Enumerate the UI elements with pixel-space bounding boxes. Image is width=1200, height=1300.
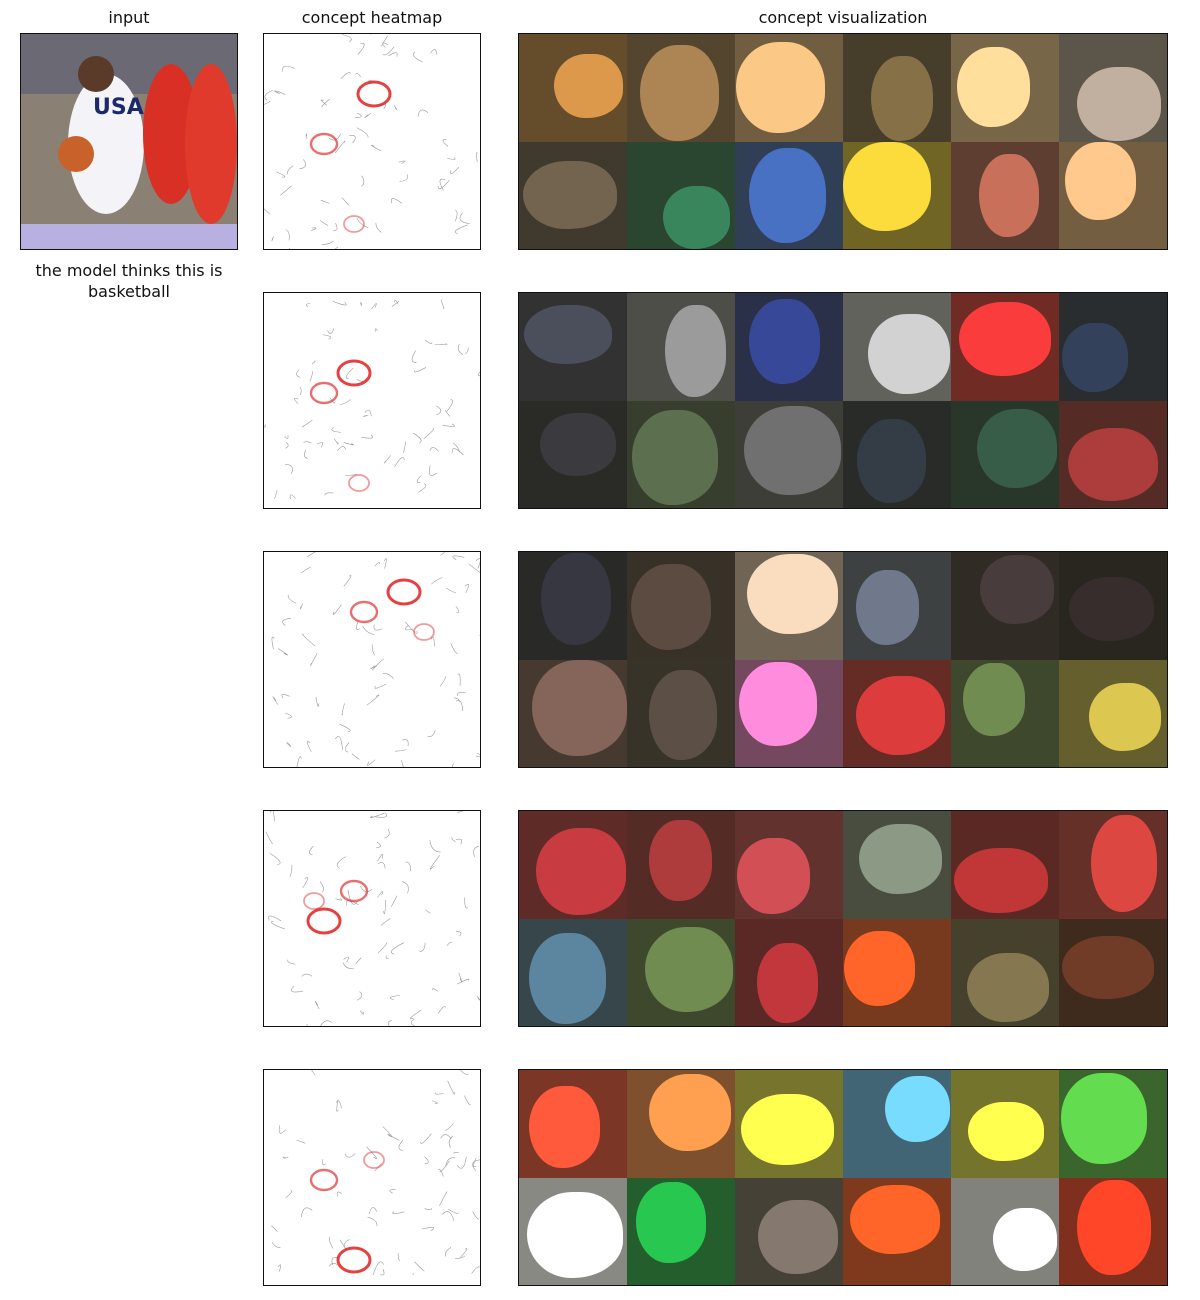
jersey-text: USA — [93, 95, 144, 120]
concept-example-tile — [519, 659, 627, 767]
concept-example-tile — [1059, 293, 1167, 401]
concept-example-tile — [843, 141, 951, 249]
concept-example-tile — [843, 552, 951, 660]
input-column-title: input — [108, 8, 150, 27]
concept-example-tile — [735, 811, 843, 919]
concept-example-tile — [627, 552, 735, 660]
concept-heatmap — [263, 292, 481, 509]
concept-example-tile — [735, 918, 843, 1026]
concept-example-tile — [843, 918, 951, 1026]
concept-example-tile — [519, 141, 627, 249]
concept-example-tile — [519, 918, 627, 1026]
concept-example-tile — [843, 400, 951, 508]
concept-example-tile — [951, 659, 1059, 767]
concept-example-tile — [735, 659, 843, 767]
concept-example-tile — [843, 1070, 951, 1178]
concept-example-tile — [519, 1177, 627, 1285]
concept-example-tile — [951, 918, 1059, 1026]
visualization-column-title: concept visualization — [758, 8, 928, 27]
concept-example-tile — [1059, 1070, 1167, 1178]
concept-example-tile — [627, 1177, 735, 1285]
concept-heatmap — [263, 33, 481, 250]
concept-example-tile — [519, 552, 627, 660]
concept-visualization-grid — [518, 33, 1168, 250]
concept-example-tile — [627, 34, 735, 142]
concept-heatmap — [263, 810, 481, 1027]
concept-example-tile — [951, 1070, 1059, 1178]
concept-example-tile — [627, 293, 735, 401]
concept-heatmap — [263, 1069, 481, 1286]
concept-visualization-grid — [518, 551, 1168, 768]
heatmap-image — [264, 34, 478, 249]
concept-example-tile — [627, 811, 735, 919]
concept-example-tile — [951, 141, 1059, 249]
heatmap-column-title: concept heatmap — [301, 8, 443, 27]
concept-example-tile — [735, 1177, 843, 1285]
heatmap-image — [271, 1070, 480, 1276]
concept-visualization-grid — [518, 292, 1168, 509]
heatmap-image — [271, 552, 480, 767]
input-image: USA — [20, 33, 238, 250]
concept-example-tile — [519, 34, 627, 142]
heatmap-image — [264, 299, 480, 500]
concept-visualization-grid — [518, 1069, 1168, 1286]
heatmap-image — [265, 811, 480, 1026]
prediction-label: the model thinks this is basketball — [35, 261, 223, 301]
concept-example-tile — [627, 659, 735, 767]
concept-example-tile — [843, 1177, 951, 1285]
concept-example-tile — [735, 1070, 843, 1178]
concept-example-tile — [1059, 659, 1167, 767]
concept-example-tile — [843, 659, 951, 767]
concept-example-tile — [735, 293, 843, 401]
concept-example-tile — [951, 34, 1059, 142]
concept-example-tile — [951, 552, 1059, 660]
concept-example-tile — [1059, 552, 1167, 660]
basketball-player-photo-icon: USA — [21, 34, 237, 249]
concept-heatmap — [263, 551, 481, 768]
concept-example-tile — [627, 918, 735, 1026]
concept-example-tile — [735, 141, 843, 249]
concept-example-tile — [1059, 1177, 1167, 1285]
concept-example-tile — [843, 293, 951, 401]
concept-example-tile — [735, 34, 843, 142]
concept-example-tile — [843, 34, 951, 142]
concept-example-tile — [1059, 918, 1167, 1026]
concept-example-tile — [735, 552, 843, 660]
concept-example-tile — [519, 1070, 627, 1178]
concept-example-tile — [1059, 811, 1167, 919]
concept-example-tile — [1059, 141, 1167, 249]
concept-example-tile — [951, 293, 1059, 401]
concept-visualization-grid — [518, 810, 1168, 1027]
concept-example-tile — [951, 400, 1059, 508]
concept-example-tile — [519, 811, 627, 919]
concept-example-tile — [519, 293, 627, 401]
concept-example-tile — [627, 1070, 735, 1178]
concept-example-tile — [951, 1177, 1059, 1285]
concept-example-tile — [519, 400, 627, 508]
concept-example-tile — [1059, 34, 1167, 142]
concept-example-tile — [627, 400, 735, 508]
concept-example-tile — [843, 811, 951, 919]
concept-example-tile — [627, 141, 735, 249]
concept-example-tile — [951, 811, 1059, 919]
concept-example-tile — [735, 400, 843, 508]
concept-example-tile — [1059, 400, 1167, 508]
